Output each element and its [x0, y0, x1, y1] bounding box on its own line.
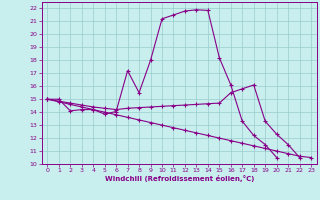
X-axis label: Windchill (Refroidissement éolien,°C): Windchill (Refroidissement éolien,°C)	[105, 175, 254, 182]
